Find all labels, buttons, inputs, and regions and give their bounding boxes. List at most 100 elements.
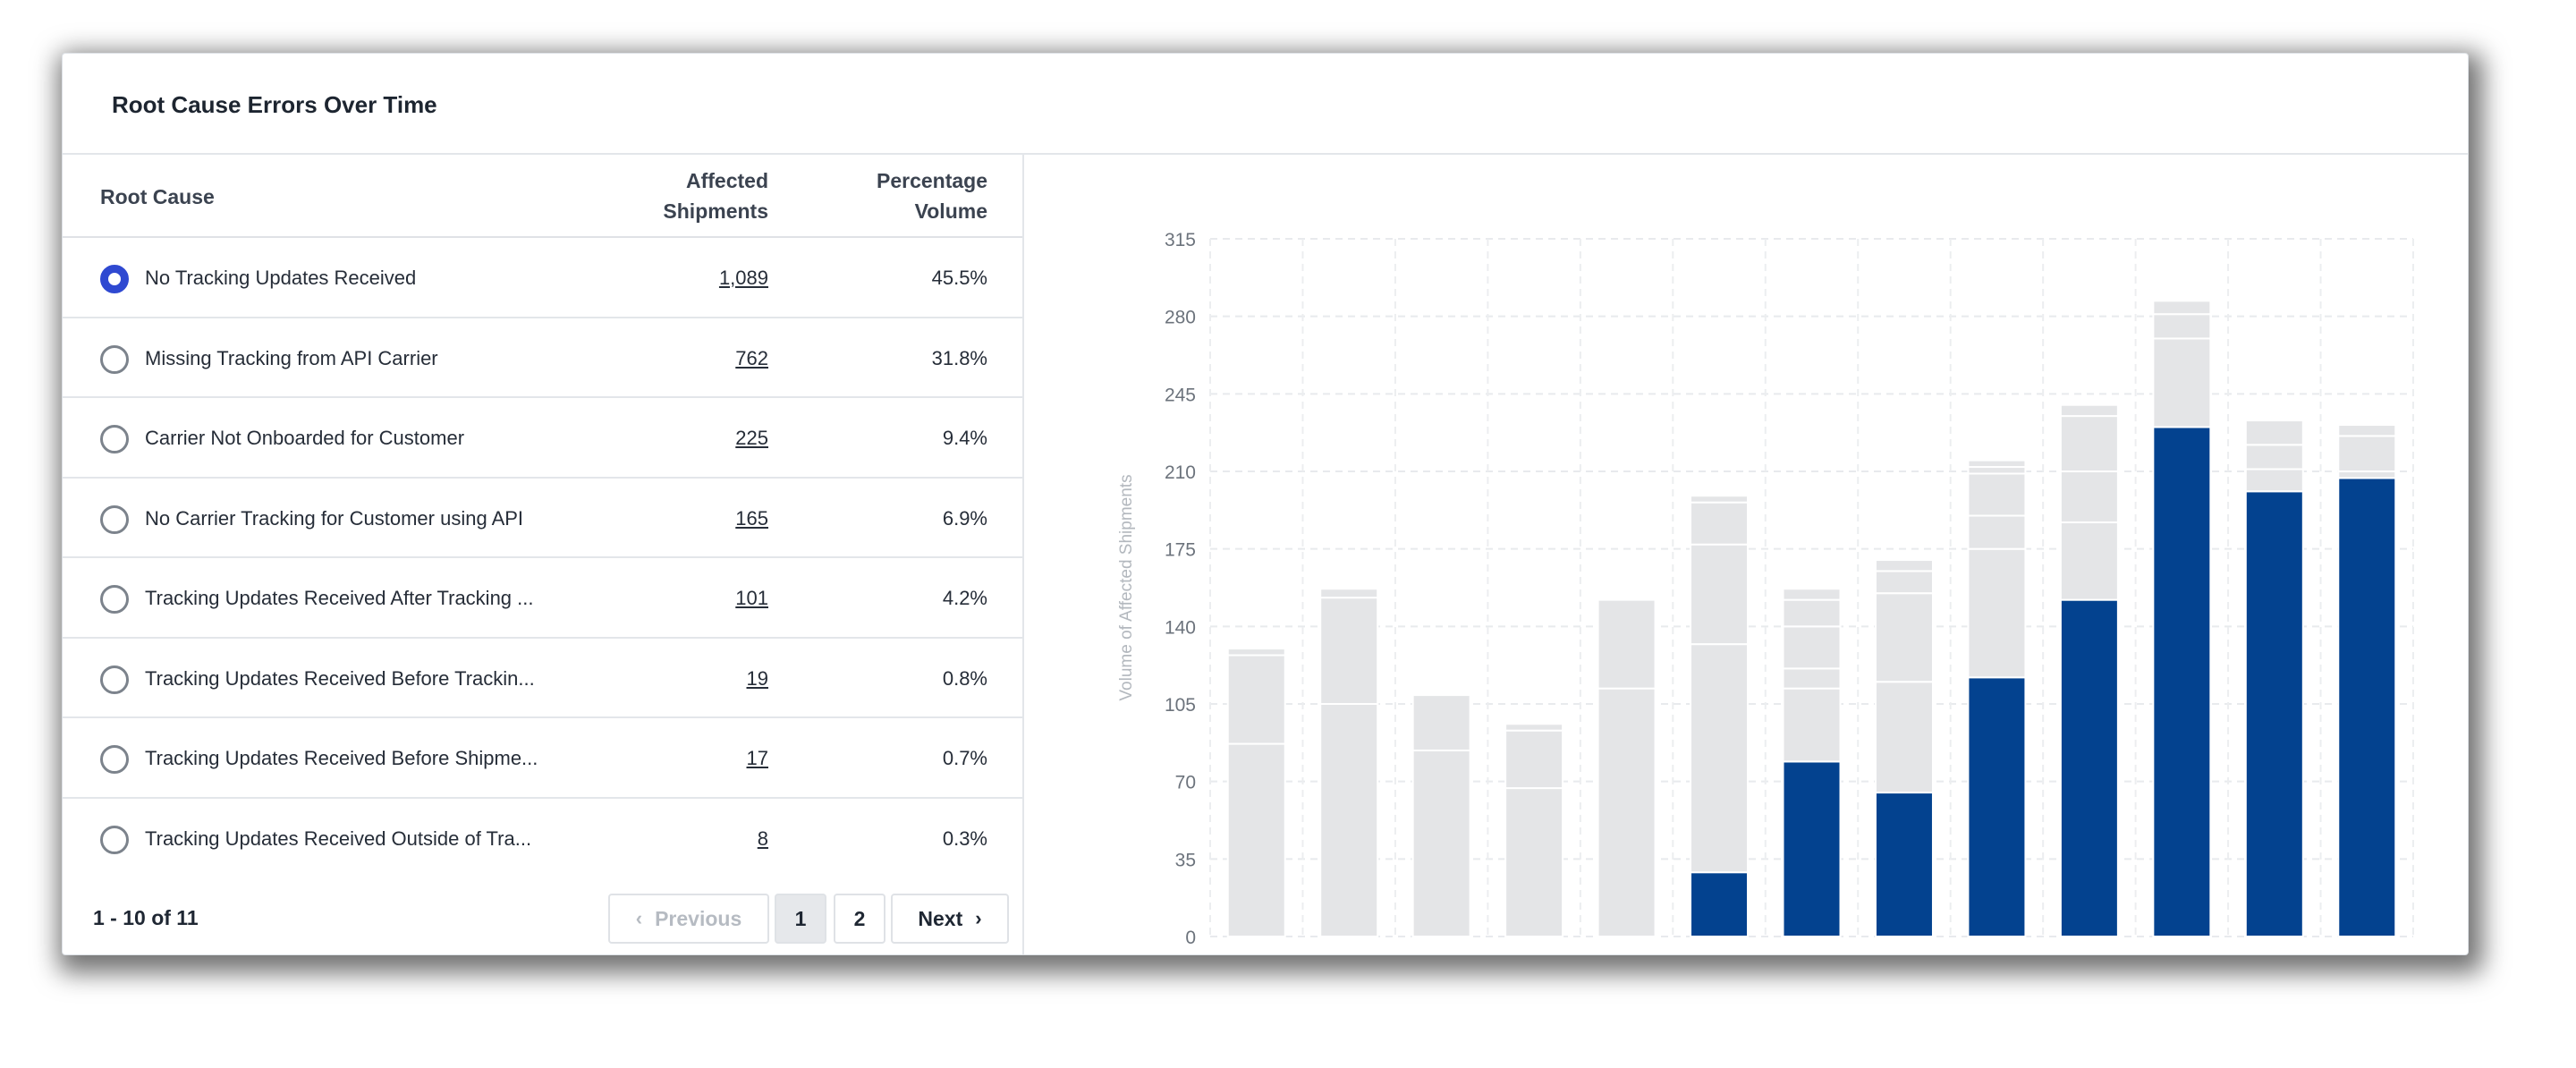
bar-segment-other	[1782, 588, 1842, 601]
affected-shipments-link[interactable]: 8	[757, 826, 768, 850]
bar-segment-other	[1319, 597, 1379, 705]
bar-segment-highlight	[1967, 676, 2027, 937]
bar-segment-other	[1782, 667, 1842, 690]
row-radio-button[interactable]	[100, 665, 129, 694]
row-radio-button[interactable]	[100, 504, 129, 534]
root-cause-table-panel: Root Cause Affected Shipments Percentage…	[63, 155, 1024, 954]
bar-segment-other	[2152, 337, 2212, 428]
bar-segment-other	[2337, 424, 2397, 437]
bar-segment-other	[1967, 466, 2027, 475]
y-tick-label: 105	[1165, 695, 1196, 716]
bar-segment-other	[1504, 729, 1564, 790]
y-tick-label: 140	[1165, 617, 1196, 638]
next-page-button[interactable]: Next ›	[891, 894, 1009, 944]
chevron-right-icon: ›	[975, 907, 982, 929]
bar-segment-other	[2152, 300, 2212, 316]
bar-segment-other	[1597, 687, 1657, 938]
bar-segment-other	[1504, 723, 1564, 732]
row-radio-button[interactable]	[100, 825, 129, 854]
table-row[interactable]: Tracking Updates Received Outside of Tra…	[63, 799, 1022, 879]
affected-shipments-link[interactable]: 17	[746, 747, 768, 769]
page-1-button[interactable]: 1	[775, 894, 826, 944]
affected-shipments-link[interactable]: 19	[746, 666, 768, 690]
bar-segment-other	[2152, 313, 2212, 340]
card-header: Root Cause Errors Over Time	[63, 54, 2468, 155]
table-row[interactable]: Carrier Not Onboarded for Customer 225 9.4…	[63, 398, 1022, 479]
table-row[interactable]: Tracking Updates Received Before Shipme.…	[63, 718, 1022, 799]
row-radio-button[interactable]	[100, 585, 129, 614]
bar-segment-other	[1690, 543, 1750, 646]
bar-segment-other	[2244, 420, 2304, 446]
percentage-volume-value: 0.7%	[942, 747, 987, 769]
bar-segment-other	[1319, 588, 1379, 599]
percentage-volume-value: 0.3%	[942, 826, 987, 850]
row-radio-button[interactable]	[100, 425, 129, 453]
y-tick-label: 70	[1175, 773, 1196, 793]
column-header-root-cause[interactable]: Root Cause	[100, 185, 215, 208]
percentage-volume-value: 0.8%	[942, 666, 987, 690]
page-range-text: 1 - 10 of 11	[93, 906, 199, 929]
column-header-affected-shipments[interactable]: Affected Shipments	[663, 165, 768, 226]
affected-shipments-link[interactable]: 225	[735, 427, 768, 449]
bar-segment-other	[1874, 592, 1934, 683]
bar-segment-other	[1690, 643, 1750, 874]
bar-segment-other	[1504, 787, 1564, 937]
table-row[interactable]: Missing Tracking from API Carrier 762 31.8…	[63, 318, 1022, 398]
affected-header-line2: Shipments	[663, 199, 768, 223]
bar-segment-other	[1597, 598, 1657, 690]
chart-panel: 035701051401752102452803155/19/20236/2/2…	[1026, 155, 2468, 954]
root-cause-label: Tracking Updates Received Before Shipme.…	[145, 747, 538, 769]
bar-segment-other	[1690, 501, 1750, 546]
table-row[interactable]: Tracking Updates Received After Tracking…	[63, 558, 1022, 639]
row-radio-button[interactable]	[100, 265, 129, 293]
bar-segment-other	[2337, 470, 2397, 479]
percentage-header-line1: Percentage	[876, 169, 987, 192]
bar-segment-other	[2244, 468, 2304, 493]
bar-segment-other	[1967, 514, 2027, 550]
bar-segment-highlight	[2152, 426, 2212, 937]
y-tick-label: 0	[1185, 928, 1196, 948]
root-cause-label: Missing Tracking from API Carrier	[145, 346, 438, 369]
bar-segment-other	[1226, 654, 1286, 745]
y-tick-label: 280	[1165, 308, 1196, 328]
root-cause-label: No Tracking Updates Received	[145, 267, 417, 289]
percentage-volume-value: 6.9%	[942, 506, 987, 530]
table-row[interactable]: No Tracking Updates Received 1,089 45.5%	[63, 238, 1022, 318]
bar-segment-other	[1226, 742, 1286, 937]
bar-segment-other	[1782, 598, 1842, 628]
table-row[interactable]: Tracking Updates Received Before Trackin…	[63, 639, 1022, 718]
bar-segment-other	[1874, 559, 1934, 572]
bar-segment-highlight	[1874, 792, 1934, 937]
bar-segment-highlight	[1690, 871, 1750, 938]
chevron-left-icon: ‹	[635, 907, 643, 929]
bar-segment-highlight	[2059, 598, 2119, 937]
bar-segment-other	[1782, 625, 1842, 670]
affected-shipments-link[interactable]: 1,089	[718, 267, 768, 289]
card-title: Root Cause Errors Over Time	[112, 91, 437, 118]
root-cause-label: Tracking Updates Received Before Trackin…	[145, 666, 535, 690]
page-2-button[interactable]: 2	[834, 894, 886, 944]
y-tick-label: 35	[1175, 850, 1196, 870]
affected-shipments-link[interactable]: 762	[735, 346, 768, 369]
bar-segment-other	[1874, 681, 1934, 794]
previous-page-button[interactable]: ‹ Previous	[608, 894, 769, 944]
root-cause-label: Tracking Updates Received After Tracking…	[145, 587, 534, 609]
next-label: Next	[918, 906, 963, 930]
affected-shipments-link[interactable]: 165	[735, 506, 768, 530]
bar-segment-other	[1690, 495, 1750, 504]
row-radio-button[interactable]	[100, 344, 129, 374]
root-cause-label: Carrier Not Onboarded for Customer	[145, 427, 465, 449]
bar-segment-other	[1782, 687, 1842, 763]
bar-segment-other	[1967, 459, 2027, 469]
bar-segment-other	[1411, 750, 1471, 937]
row-radio-button[interactable]	[100, 745, 129, 774]
bar-segment-other	[2059, 470, 2119, 523]
column-header-percentage-volume[interactable]: Percentage Volume	[877, 165, 987, 226]
percentage-header-line2: Volume	[914, 199, 987, 223]
y-tick-label: 175	[1165, 540, 1196, 561]
bar-segment-highlight	[2244, 490, 2304, 937]
table-row[interactable]: No Carrier Tracking for Customer using A…	[63, 479, 1022, 558]
bar-segment-other	[2059, 415, 2119, 473]
affected-shipments-link[interactable]: 101	[735, 587, 768, 609]
y-axis-title: Volume of Affected Shipments	[1117, 474, 1136, 700]
